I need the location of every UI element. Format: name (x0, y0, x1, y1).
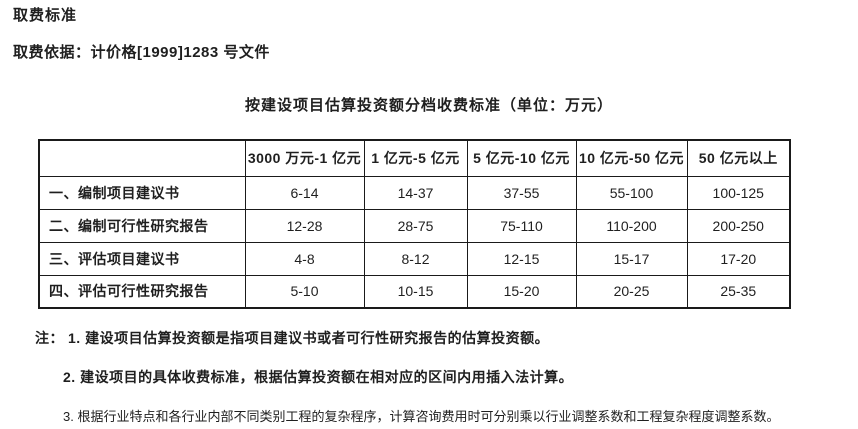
value-cell: 12-15 (466, 241, 577, 276)
value-cell: 15-20 (466, 274, 577, 309)
row-label-cell: 一、编制项目建议书 (38, 175, 246, 210)
table-header-row: 3000 万元-1 亿元 1 亿元-5 亿元 5 亿元-10 亿元 10 亿元-… (38, 139, 791, 177)
doc-title: 取费标准 (13, 7, 78, 24)
value-cell: 28-75 (363, 208, 468, 243)
value-cell: 6-14 (244, 175, 365, 210)
note-prefix: 注： (35, 330, 64, 346)
value-cell: 17-20 (686, 241, 791, 276)
value-cell: 55-100 (575, 175, 688, 210)
value-cell: 15-17 (575, 241, 688, 276)
table-row: 二、编制可行性研究报告 12-28 28-75 75-110 110-200 2… (38, 208, 791, 243)
header-cell-empty (38, 139, 246, 177)
note-line: 2. 建设项目的具体收费标准，根据估算投资额在相对应的区间内用插入法计算。 (63, 369, 574, 385)
note-line: 3. 根据行业特点和各行业内部不同类别工程的复杂程序，计算咨询费用时可分别乘以行… (63, 409, 780, 424)
value-cell: 14-37 (363, 175, 468, 210)
value-cell: 4-8 (244, 241, 365, 276)
note-text: 1. 建设项目估算投资额是指项目建议书或者可行性研究报告的估算投资额。 (68, 330, 550, 346)
fee-standard-table: 3000 万元-1 亿元 1 亿元-5 亿元 5 亿元-10 亿元 10 亿元-… (38, 139, 791, 309)
header-cell-tier5: 50 亿元以上 (686, 139, 791, 177)
note-line: 注： 1. 建设项目估算投资额是指项目建议书或者可行性研究报告的估算投资额。 (35, 328, 850, 348)
row-label-cell: 三、评估项目建议书 (38, 241, 246, 276)
header-cell-tier3: 5 亿元-10 亿元 (466, 139, 577, 177)
header-cell-tier2: 1 亿元-5 亿元 (363, 139, 468, 177)
row-label-cell: 二、编制可行性研究报告 (38, 208, 246, 243)
table-row: 一、编制项目建议书 6-14 14-37 37-55 55-100 100-12… (38, 175, 791, 210)
header-cell-tier4: 10 亿元-50 亿元 (575, 139, 688, 177)
table-row: 三、评估项目建议书 4-8 8-12 12-15 15-17 17-20 (38, 241, 791, 276)
footnotes: 注： 1. 建设项目估算投资额是指项目建议书或者可行性研究报告的估算投资额。 2.… (35, 328, 850, 429)
table-row: 四、评估可行性研究报告 5-10 10-15 15-20 20-25 25-35 (38, 274, 791, 309)
value-cell: 110-200 (575, 208, 688, 243)
value-cell: 200-250 (686, 208, 791, 243)
value-cell: 10-15 (363, 274, 468, 309)
value-cell: 20-25 (575, 274, 688, 309)
table-title: 按建设项目估算投资额分档收费标准（单位：万元） (244, 97, 613, 114)
value-cell: 12-28 (244, 208, 365, 243)
header-cell-tier1: 3000 万元-1 亿元 (244, 139, 365, 177)
value-cell: 8-12 (363, 241, 468, 276)
value-cell: 100-125 (686, 175, 791, 210)
value-cell: 37-55 (466, 175, 577, 210)
value-cell: 5-10 (244, 274, 365, 309)
fee-basis-line: 取费依据：计价格[1999]1283 号文件 (13, 44, 270, 61)
value-cell: 75-110 (466, 208, 577, 243)
row-label-cell: 四、评估可行性研究报告 (38, 274, 246, 309)
value-cell: 25-35 (686, 274, 791, 309)
